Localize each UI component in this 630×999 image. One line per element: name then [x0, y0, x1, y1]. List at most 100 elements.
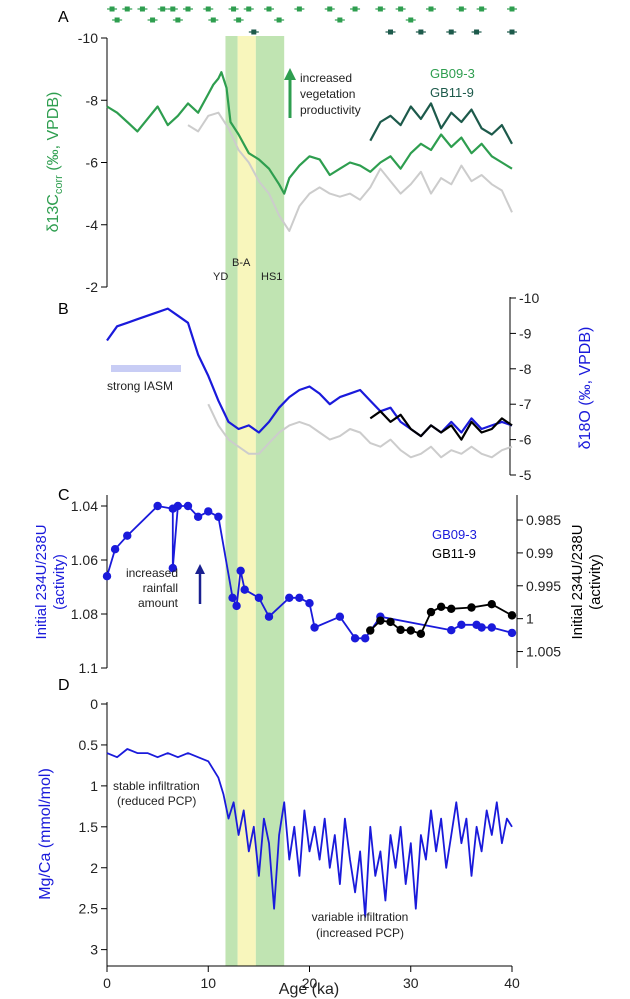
point-c-gb11-9-1 [376, 616, 385, 625]
dating-marker-0-16 [458, 6, 464, 12]
panel-b: B -10 -9 -8 -7 -6 -5 strong IASM δ18O (‰, VPD… [58, 290, 594, 483]
annotation-a-line1: increased [300, 71, 352, 85]
legend-a-gb11-9: GB11-9 [430, 85, 474, 100]
point-c-gb09-3-19 [305, 599, 314, 608]
annotation-a-line2: vegetation [300, 87, 355, 101]
dating-marker-0-4 [170, 6, 176, 12]
point-c-gb09-3-17 [285, 593, 294, 602]
band-label-yd: YD [213, 271, 228, 283]
annotation-c-line3: amount [138, 596, 179, 610]
d-ytick-label-6: 3 [90, 942, 98, 958]
dating-marker-0-1 [124, 6, 130, 12]
panel-c: C 1.04 1.06 1.08 1.1 0.985 0.99 0.995 1 1.005 i… [33, 487, 604, 676]
point-c-gb11-9-5 [416, 629, 426, 638]
band-label-ba: B-A [232, 257, 251, 269]
point-c-gb11-9-8 [447, 604, 456, 614]
point-c-gb11-9-0 [366, 626, 375, 635]
panel-a-dating-markers [107, 6, 517, 35]
dating-marker-0-17 [479, 6, 485, 12]
a-ytick-label-0: -10 [78, 30, 98, 46]
dating-marker-0-6 [205, 6, 211, 12]
annotation-b-iasm: strong IASM [107, 379, 173, 393]
point-c-gb11-9-4 [406, 626, 415, 635]
panel-b-letter: B [58, 301, 69, 318]
b-ytick-label-2: -8 [519, 361, 532, 377]
point-c-gb09-3-25 [447, 626, 456, 635]
dating-marker-2-0 [251, 29, 257, 35]
series-b-gray [207, 403, 513, 459]
point-c-gb09-3-29 [487, 623, 496, 632]
dating-marker-0-0 [109, 6, 115, 12]
annotation-d1-line2: (reduced PCP) [117, 794, 196, 808]
b-ytick-label-0: -10 [519, 290, 539, 306]
dating-marker-1-1 [150, 17, 156, 23]
point-c-gb09-3-20 [310, 623, 319, 632]
dating-marker-0-13 [377, 6, 383, 12]
rainfall-arrow [195, 564, 205, 604]
c-right-ytick-label-4: 1.005 [526, 644, 561, 660]
c-right-ytick-label-1: 0.99 [526, 545, 553, 561]
xtick-label-1: 10 [200, 975, 216, 991]
point-c-gb11-9-3 [396, 625, 405, 635]
series-b-black [369, 410, 513, 441]
dating-marker-2-1 [388, 29, 393, 35]
dating-marker-0-2 [139, 6, 145, 12]
point-c-gb09-3-12 [232, 601, 241, 611]
xtick-label-0: 0 [103, 975, 111, 991]
annotation-a-line3: productivity [300, 103, 361, 117]
dating-marker-2-5 [509, 29, 515, 35]
series-d-mgca [106, 748, 513, 918]
band-hs1 [255, 36, 285, 966]
a-ytick-label-1: -8 [86, 92, 99, 108]
dating-marker-1-7 [408, 17, 414, 23]
panel-c-left-label-line1: Initial 234U/238U [33, 524, 50, 639]
point-c-gb09-3-30 [507, 628, 517, 638]
dating-marker-0-3 [160, 6, 166, 12]
b-ytick-label-3: -7 [519, 396, 532, 412]
dating-marker-1-2 [175, 17, 181, 23]
panel-c-right-label-line2: (activity) [587, 554, 604, 610]
panel-a-letter: A [58, 9, 69, 26]
c-right-ytick-label-2: 0.995 [526, 578, 561, 594]
b-ytick-label-4: -6 [519, 432, 532, 448]
point-c-gb09-3-3 [153, 501, 162, 511]
point-c-gb09-3-26 [457, 620, 466, 629]
series-a-gb09-3 [106, 71, 513, 195]
point-c-gb09-3-21 [335, 612, 345, 621]
point-c-gb09-3-28 [477, 623, 486, 632]
dating-marker-0-12 [352, 6, 358, 12]
climate-bands [225, 36, 285, 966]
a-ytick-label-3: -4 [86, 217, 99, 233]
c-left-ytick-label-0: 1.04 [71, 498, 98, 514]
dating-marker-0-18 [509, 6, 515, 12]
point-c-gb09-3-16 [264, 612, 274, 621]
dating-marker-0-15 [428, 6, 434, 12]
point-c-gb11-9-9 [467, 603, 476, 612]
b-ytick-label-1: -9 [519, 325, 532, 341]
annotation-d2-line1: variable infiltration [312, 910, 409, 924]
d-ytick-label-4: 2 [90, 860, 98, 876]
point-c-gb09-3-15 [254, 593, 264, 602]
d-ytick-label-3: 1.5 [79, 819, 99, 835]
d-ytick-label-1: 0.5 [79, 737, 99, 753]
dating-marker-0-10 [296, 6, 302, 12]
series-a-gb11-9 [369, 102, 513, 145]
c-left-ytick-label-1: 1.06 [71, 552, 98, 568]
band-yd [225, 36, 238, 966]
point-c-gb09-3-0 [102, 572, 112, 581]
point-c-gb09-3-7 [183, 501, 193, 511]
vegetation-arrow [284, 68, 296, 118]
panel-a-y-label: δ13Ccorr (‰, VPDB) [45, 92, 65, 233]
x-axis-label: Age (ka) [279, 981, 339, 998]
panel-d-y-label: Mg/Ca (mmol/mol) [37, 768, 54, 900]
d-ytick-label-5: 2.5 [79, 901, 99, 917]
annotation-d2-line2: (increased PCP) [316, 926, 404, 940]
d-ytick-label-2: 1 [90, 778, 98, 794]
point-c-gb09-3-13 [236, 566, 245, 575]
dating-marker-0-5 [185, 6, 191, 12]
panel-d-letter: D [58, 677, 70, 694]
point-c-gb11-9-7 [436, 602, 446, 612]
dating-marker-0-14 [398, 6, 404, 12]
c-right-ytick-label-3: 1 [526, 611, 534, 627]
band-ba [237, 36, 256, 966]
